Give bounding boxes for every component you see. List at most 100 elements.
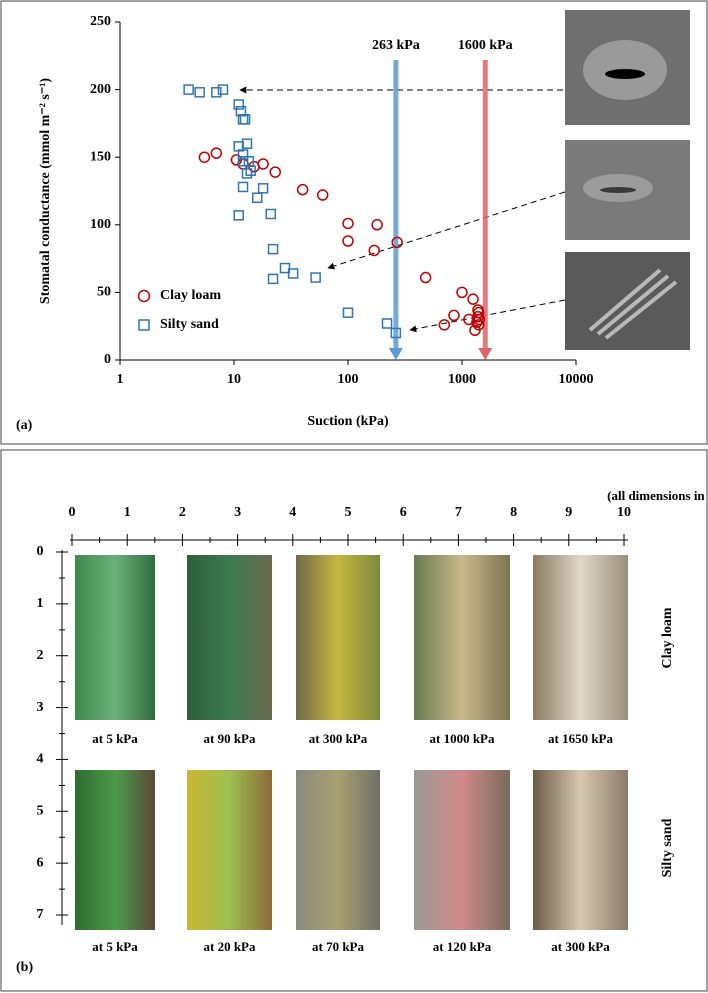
point [198,151,211,163]
point [265,208,276,220]
point [267,273,279,285]
threshold-label: 263 kPa [372,38,420,53]
legend-marker [137,289,151,303]
point [287,268,299,279]
y-tick-label: 250 [90,14,111,29]
ruler-label: 9 [565,505,572,520]
point [269,166,281,178]
leaf-photo [533,770,628,930]
point [342,217,354,230]
y-tick-label: 0 [104,352,111,367]
point [381,318,393,329]
point [237,181,249,193]
leaf-photo [414,555,510,720]
point [211,87,222,98]
ruler-label: 3 [234,505,241,520]
photo-caption: at 5 kPa [92,939,138,954]
ruler-label: 5 [345,505,352,520]
photo-caption: at 120 kPa [433,939,492,954]
x-tick-label: 1000 [448,372,476,387]
point [267,243,279,255]
point [217,84,229,95]
point [419,271,432,284]
legend-label: Silty sand [160,317,219,332]
point [257,183,269,194]
photo-caption: at 1000 kPa [430,731,496,746]
ruler-label: 1 [37,596,44,611]
point [342,307,354,318]
photo-caption: at 300 kPa [551,939,610,954]
y-tick-label: 50 [97,285,111,300]
pointer-arrow [327,191,566,270]
x-tick-label: 1 [117,372,124,387]
point [279,262,291,274]
point [438,319,451,331]
dimension-note: (all dimensions in cm) [607,488,708,503]
leaf-photo [187,770,272,930]
point [233,210,244,221]
point [237,149,249,160]
point [296,183,309,196]
point [310,272,321,283]
point [239,114,251,125]
legend-marker [138,319,150,331]
ruler-label: 2 [179,505,186,520]
photo-caption: at 1650 kPa [548,731,614,746]
threshold-arrowhead [388,348,403,360]
ruler-label: 8 [510,505,517,520]
ruler-label: 5 [37,804,44,819]
ruler-label: 6 [37,855,44,870]
point [241,138,253,149]
legend-label: Clay loam [160,288,221,303]
ruler-label: 3 [37,700,44,715]
ruler-label: 0 [37,544,44,559]
y-tick-label: 150 [90,149,111,164]
panel-a-frame [0,0,708,445]
panel-label: (a) [16,418,33,433]
y-tick-label: 200 [90,82,111,97]
point [316,189,329,201]
panel-label: (b) [16,960,33,975]
row-label: Silty sand [660,818,675,877]
point [342,235,354,247]
point [183,84,194,95]
sem-detail [600,187,636,193]
ruler-label: 4 [37,752,44,767]
threshold-label: 1600 kPa [458,38,513,53]
ruler-label: 4 [289,505,296,520]
point [210,147,223,159]
ruler-label: 7 [455,505,462,520]
y-tick-label: 100 [90,217,111,232]
pointer-arrow [409,299,566,333]
point [448,309,460,322]
point [257,158,269,170]
point [371,219,383,231]
ruler-label: 6 [400,505,407,520]
point [467,293,479,305]
point [368,244,381,257]
point [391,236,403,249]
ruler-label: 7 [37,907,44,922]
x-tick-label: 100 [338,372,359,387]
point [390,327,402,339]
leaf-photo [296,555,380,720]
point [472,319,485,331]
y-axis-label: Stomatal conductance (mmol m⁻² s⁻¹) [38,78,53,304]
x-axis-label: Suction (kPa) [307,414,389,429]
panel-b-frame [0,449,708,992]
leaf-photo [296,770,380,930]
ruler-label: 1 [124,505,131,520]
point [241,168,253,179]
photo-caption: at 20 kPa [204,939,257,954]
row-label: Clay loam [660,607,675,668]
leaf-photo [75,770,155,930]
sem-detail [588,268,678,340]
leaf-photo [414,770,510,930]
sem-image [565,252,690,350]
leaf-photo [75,555,155,720]
ruler-label: 10 [617,505,631,520]
leaf-photo [187,555,272,720]
photo-caption: at 70 kPa [312,939,365,954]
